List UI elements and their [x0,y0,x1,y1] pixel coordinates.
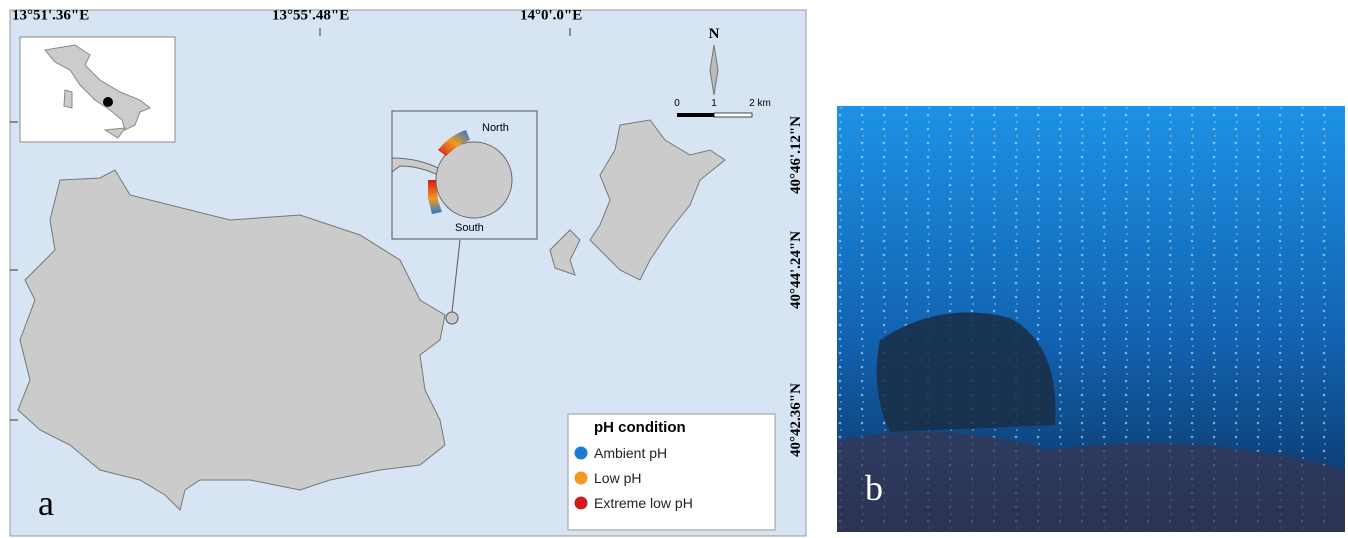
site-label: North [482,122,509,134]
castello-islet [446,312,458,324]
lat-label: 40°44'.24"N [788,231,804,309]
legend-title: pH condition [594,419,686,436]
photo-panel: b [837,106,1345,532]
scale-label: 2 km [749,98,771,109]
lon-label: 13°51'.36"E [12,8,89,24]
scale-label: 1 [711,98,717,109]
legend: pH condition Ambient pH Low pH Extreme low… [568,414,775,530]
lat-label: 40°46'.12"N [788,116,804,194]
figure: 13°51'.36"E 13°55'.48"E 14°0'.0"E 40°46'… [0,0,1348,538]
panel-label: b [865,468,883,508]
lon-label: 13°55'.48"E [272,8,349,24]
scale-label: 0 [674,98,680,109]
legend-label: Extreme low pH [594,495,693,511]
site-label: South [455,222,484,234]
lon-label: 14°0'.0"E [520,8,582,24]
legend-marker [575,497,588,510]
scale-bar [714,113,752,117]
legend-label: Low pH [594,470,641,486]
legend-marker [575,447,588,460]
panel-label: a [38,483,54,523]
legend-label: Ambient pH [594,445,667,461]
legend-marker [575,472,588,485]
sardinia [64,90,72,108]
scale-bar [677,113,714,117]
location-dot [103,97,113,107]
map-panel: 13°51'.36"E 13°55'.48"E 14°0'.0"E 40°46'… [10,8,806,536]
lat-label: 40°42.36"N [788,383,804,457]
north-label: N [709,26,720,42]
